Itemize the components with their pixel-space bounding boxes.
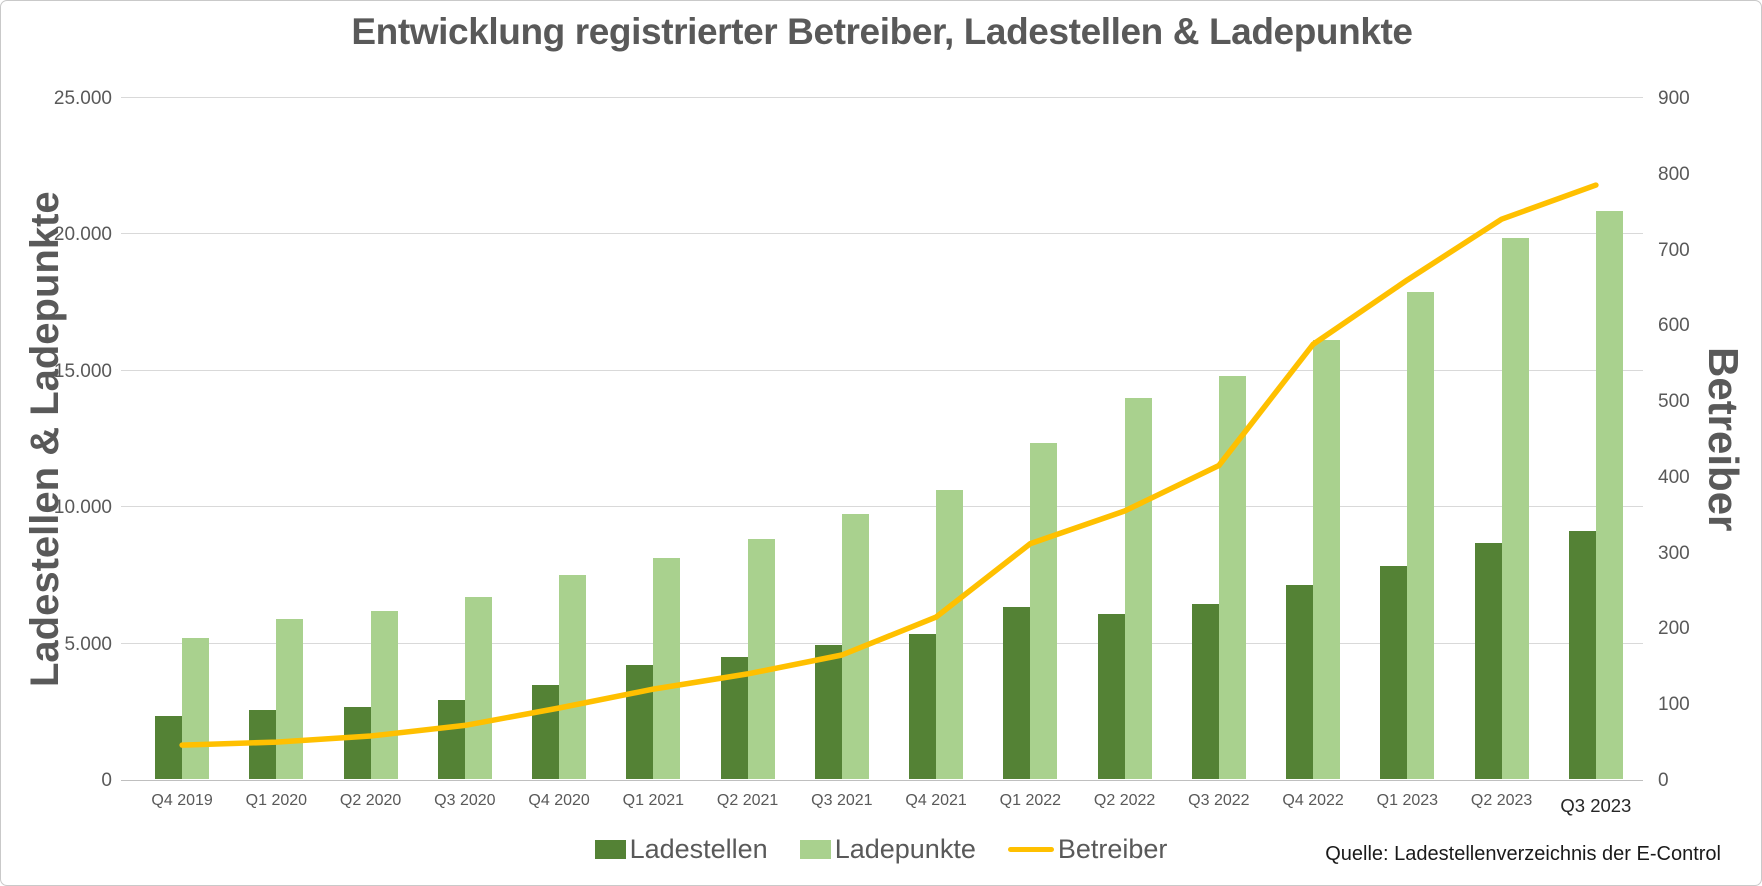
- right-axis-tick-900: 900: [1658, 88, 1690, 109]
- gridline-0: [121, 780, 1643, 781]
- x-axis-tick-q1-2023: Q1 2023: [1376, 792, 1439, 809]
- bar-ladepunkte-q2-2023: [1501, 238, 1529, 779]
- betreiber-line-layer: [179, 182, 1599, 748]
- betreiber-line: [179, 182, 1599, 748]
- betreiber-line-swatch-icon: [1007, 846, 1054, 852]
- bar-ladestellen-q4-2020: [532, 684, 560, 779]
- bar-ladepunkte-q4-2021: [936, 490, 964, 779]
- left-axis-tick-5-000: 5.000: [64, 633, 112, 655]
- x-axis-tick-q3-2022: Q3 2022: [1188, 792, 1250, 809]
- bar-ladepunkte-q1-2021: [653, 558, 681, 779]
- ladestellen-swatch-icon: [594, 839, 626, 859]
- bar-ladepunkte-q2-2022: [1124, 397, 1152, 779]
- right-axis-tick-300: 300: [1658, 542, 1690, 564]
- right-axis-title: Betreiber: [1700, 346, 1747, 532]
- chart-title: Entwicklung registrierter Betreiber, Lad…: [351, 11, 1413, 52]
- gridline-25000: [121, 97, 1643, 98]
- bar-ladestellen-q4-2022: [1286, 585, 1314, 779]
- legend: Ladestellen Ladepunkte Betreiber: [1, 832, 1761, 866]
- legend-label-ladestellen: Ladestellen: [629, 833, 768, 864]
- bar-ladepunkte-q2-2021: [747, 539, 775, 779]
- bar-ladepunkte-q4-2019: [182, 637, 210, 779]
- ladepunkte-swatch-icon: [799, 839, 831, 859]
- bar-ladestellen-q3-2020: [437, 700, 465, 779]
- bar-ladestellen-q3-2022: [1191, 604, 1219, 779]
- right-axis-tick-700: 700: [1658, 239, 1690, 261]
- right-axis-tick-500: 500: [1658, 391, 1690, 413]
- bar-ladepunkte-q1-2020: [276, 618, 304, 779]
- plot-area: [121, 97, 1643, 781]
- right-axis-tick-100: 100: [1658, 694, 1690, 716]
- x-axis-tick-q1-2022: Q1 2022: [999, 792, 1062, 809]
- bar-ladepunkte-q1-2022: [1030, 442, 1058, 779]
- x-axis-tick-q2-2020: Q2 2020: [339, 792, 402, 809]
- x-axis-tick-q4-2021: Q4 2021: [905, 792, 967, 809]
- bar-ladestellen-q2-2020: [343, 706, 371, 779]
- x-axis-tick-q1-2020: Q1 2020: [245, 792, 308, 809]
- x-axis-tick-q4-2022: Q4 2022: [1282, 792, 1344, 809]
- x-axis-tick-q2-2023: Q2 2023: [1470, 792, 1533, 809]
- x-axis-tick-q3-2021: Q3 2021: [811, 792, 873, 809]
- bar-ladestellen-q1-2022: [1003, 606, 1031, 779]
- bar-ladepunkte-q2-2020: [370, 610, 398, 779]
- left-axis-title: Ladestellen & Ladepunkte: [23, 191, 67, 687]
- bar-ladestellen-q4-2021: [909, 633, 937, 779]
- source-note: Quelle: Ladestellenverzeichnis der E-Con…: [1325, 843, 1721, 865]
- x-axis-tick-q3-2020: Q3 2020: [434, 792, 496, 809]
- legend-item-ladestellen: Ladestellen: [594, 833, 768, 865]
- legend-item-betreiber: Betreiber: [1007, 833, 1168, 865]
- left-axis-tick-25-000: 25.000: [53, 88, 112, 109]
- bar-ladestellen-q3-2023: [1568, 530, 1596, 779]
- x-axis-tick-q2-2021: Q2 2021: [716, 792, 779, 809]
- x-axis-tick-q1-2021: Q1 2021: [622, 792, 685, 809]
- right-axis-tick-0: 0: [1658, 770, 1669, 791]
- legend-label-betreiber: Betreiber: [1057, 833, 1168, 864]
- right-axis-tick-800: 800: [1658, 163, 1690, 185]
- bar-ladepunkte-q3-2022: [1218, 376, 1246, 779]
- bar-ladestellen-q2-2023: [1474, 543, 1502, 779]
- x-axis-tick-q4-2019: Q4 2019: [151, 792, 213, 809]
- x-axis-tick-q4-2020: Q4 2020: [528, 792, 590, 809]
- bar-ladestellen-q1-2023: [1380, 566, 1408, 779]
- bar-ladepunkte-q3-2020: [464, 597, 492, 779]
- bar-ladestellen-q2-2022: [1097, 614, 1125, 779]
- bar-ladepunkte-q3-2023: [1595, 211, 1623, 779]
- bar-ladestellen-q3-2021: [814, 644, 842, 779]
- legend-item-ladepunkte: Ladepunkte: [799, 833, 976, 865]
- bar-ladestellen-q1-2021: [626, 665, 654, 779]
- left-axis-tick-10-000: 10.000: [53, 497, 112, 519]
- left-axis-tick-20-000: 20.000: [53, 224, 112, 246]
- bar-ladepunkte-q4-2020: [559, 575, 587, 779]
- bar-ladepunkte-q4-2022: [1313, 339, 1341, 779]
- gridline-15000: [121, 369, 1643, 371]
- gridline-10000: [121, 506, 1643, 508]
- left-axis-tick-0: 0: [101, 770, 112, 791]
- legend-label-ladepunkte: Ladepunkte: [834, 833, 976, 864]
- right-axis-tick-400: 400: [1658, 466, 1690, 488]
- x-axis-tick-q2-2022: Q2 2022: [1093, 792, 1156, 809]
- x-axis-tick-q3-2023: Q3 2023: [1560, 795, 1632, 816]
- left-axis-tick-15-000: 15.000: [53, 360, 112, 382]
- bar-ladepunkte-q1-2023: [1407, 291, 1435, 779]
- gridline-5000: [121, 642, 1643, 644]
- bar-ladestellen-q4-2019: [155, 716, 183, 779]
- right-axis-tick-200: 200: [1658, 618, 1690, 640]
- gridline-20000: [121, 233, 1643, 235]
- right-axis-tick-600: 600: [1658, 315, 1690, 337]
